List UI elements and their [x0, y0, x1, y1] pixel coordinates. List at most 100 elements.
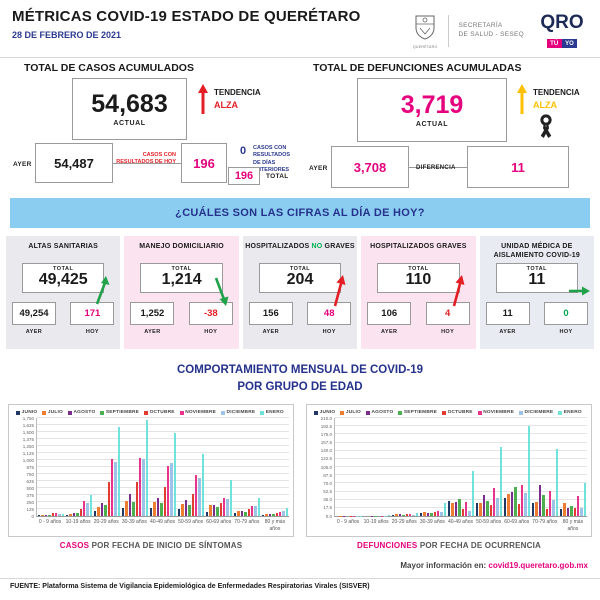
cases-total-label: TOTAL — [266, 173, 289, 180]
x-tick-label: 50-59 años — [476, 519, 502, 525]
legend-item: SEPTIEMBRE — [100, 410, 139, 415]
card-bottom-row: 156 AYER 48 HOY — [248, 302, 352, 335]
ministry-name: SECRETARÍA DE SALUD - SESEQ — [459, 22, 524, 40]
metric-card-4: HOSPITALIZADOS GRAVES TOTAL 110 106 AYER 4 HOY — [361, 236, 476, 349]
deaths-ayer-label: AYER — [309, 165, 328, 172]
bar-group — [419, 418, 447, 516]
bar — [559, 509, 563, 516]
bar — [451, 503, 454, 516]
card-hoy: 171 HOY — [70, 302, 115, 335]
legend-swatch — [340, 410, 345, 415]
y-tick-label: 1,625 — [22, 422, 34, 428]
gridline — [37, 466, 289, 467]
bar — [402, 514, 405, 516]
y-tick-label: 52.5 — [323, 489, 332, 494]
deaths-actual-value: 3,719 — [400, 90, 464, 119]
card-title: HOSPITALIZADOS GRAVES — [361, 243, 475, 262]
bar — [205, 511, 209, 516]
metric-card-5: UNIDAD MÉDICA DE AISLAMIENTO COVID-19 TOT… — [479, 236, 595, 349]
report-date: 28 DE FEBRERO DE 2021 — [12, 30, 122, 40]
bar — [566, 508, 570, 516]
card-ayer: 106 AYER — [367, 302, 412, 335]
y-tick-label: 105.0 — [320, 464, 332, 470]
legend-item: AGOSTO — [365, 410, 394, 415]
bar — [398, 513, 402, 516]
bar — [576, 495, 580, 516]
bar — [520, 485, 524, 516]
cases-actual-label: ACTUAL — [113, 119, 146, 127]
deaths-trend-label: TENDENCIA — [533, 88, 580, 97]
chart-legend: JUNIO JULIO AGOSTO SEPTIEMBRE OCTUBRE NOVIEMB… — [309, 407, 587, 418]
bar — [160, 503, 163, 516]
bar — [282, 510, 285, 516]
chart-legend: JUNIO JULIO AGOSTO SEPTIEMBRE OCTUBRE NOVIEMB… — [11, 407, 289, 418]
bar — [524, 492, 527, 516]
legend-item: ENERO — [558, 410, 582, 415]
header-titles: MÉTRICAS COVID-19 ESTADO DE QUERÉTARO 28… — [12, 8, 361, 54]
bar — [555, 448, 559, 516]
bar — [479, 502, 482, 516]
cases-previous-value: 0 — [239, 145, 247, 157]
legend-label: ENERO — [265, 410, 284, 415]
gridline — [335, 490, 587, 492]
card-title: MANEJO DOMICILIARIO — [124, 243, 238, 262]
bar — [86, 503, 89, 516]
y-tick-label: 0 — [31, 513, 34, 519]
card-bottom-row: 49,254 AYER 171 HOY — [12, 302, 115, 335]
bar-groups — [37, 418, 289, 516]
card-hoy-value: 171 — [70, 302, 115, 325]
cases-caption-accent: CASOS — [59, 541, 90, 550]
card-title-word: GRAVES — [322, 243, 355, 250]
chart-plot: 0 125 250 375 500 625 750 875 1,000 1,125 1,250 1,3… — [23, 416, 289, 519]
bar — [44, 514, 48, 516]
card-trend-arrow — [568, 274, 592, 315]
bar-group — [233, 418, 261, 516]
x-tick-label: 20-29 años — [391, 519, 417, 525]
y-tick-label: 1,000 — [22, 457, 34, 463]
gridline — [335, 417, 587, 418]
gridline — [335, 498, 587, 500]
more-info: Mayor información en: covid19.queretaro.… — [400, 561, 588, 570]
deaths-trend-value: ALZA — [533, 100, 557, 110]
bar — [496, 498, 499, 516]
legend-label: AGOSTO — [371, 410, 394, 415]
bar — [125, 501, 128, 516]
bar — [229, 479, 233, 516]
bar — [570, 505, 573, 516]
bar — [552, 499, 555, 516]
bar — [443, 502, 447, 516]
bar — [114, 461, 117, 516]
deaths-caption-rest: POR FECHA DE OCURRENCIA — [417, 541, 542, 550]
bar — [514, 487, 517, 516]
bar — [76, 513, 79, 516]
deaths-diff-value: 11 — [511, 159, 525, 175]
legend-swatch — [260, 410, 265, 415]
card-title-word: DE — [560, 243, 573, 250]
card-ayer-value: 11 — [485, 302, 530, 325]
card-hoy-value: -38 — [188, 302, 233, 325]
bar — [240, 510, 244, 516]
bar — [489, 504, 492, 516]
card-hoy-label: HOY — [85, 329, 99, 335]
metric-card-2: MANEJO DOMICILIARIO TOTAL 1,214 1,252 AYER -3… — [124, 236, 239, 349]
charts-title-line2: POR GRUPO DE EDAD — [237, 380, 363, 393]
y-tick-label: 0.0 — [325, 513, 332, 519]
gridline — [37, 487, 289, 488]
connector-line — [409, 167, 467, 168]
gridline — [37, 508, 289, 509]
bar — [471, 471, 475, 516]
card-ayer-label: AYER — [144, 329, 161, 335]
cases-ayer-label: AYER — [13, 161, 32, 168]
more-info-link[interactable]: covid19.queretaro.gob.mx — [488, 561, 588, 570]
card-total-label: TOTAL — [408, 266, 429, 272]
gridline — [37, 501, 289, 502]
bar — [538, 484, 542, 516]
gridline — [37, 438, 289, 439]
mourning-ribbon-icon — [540, 114, 552, 138]
bar — [93, 511, 97, 516]
legend-label: NOVIEMBRE — [483, 410, 515, 415]
bar — [275, 513, 278, 516]
bar — [244, 511, 247, 516]
card-total-value: 110 — [405, 271, 432, 288]
y-tick-label: 70.0 — [323, 480, 332, 486]
